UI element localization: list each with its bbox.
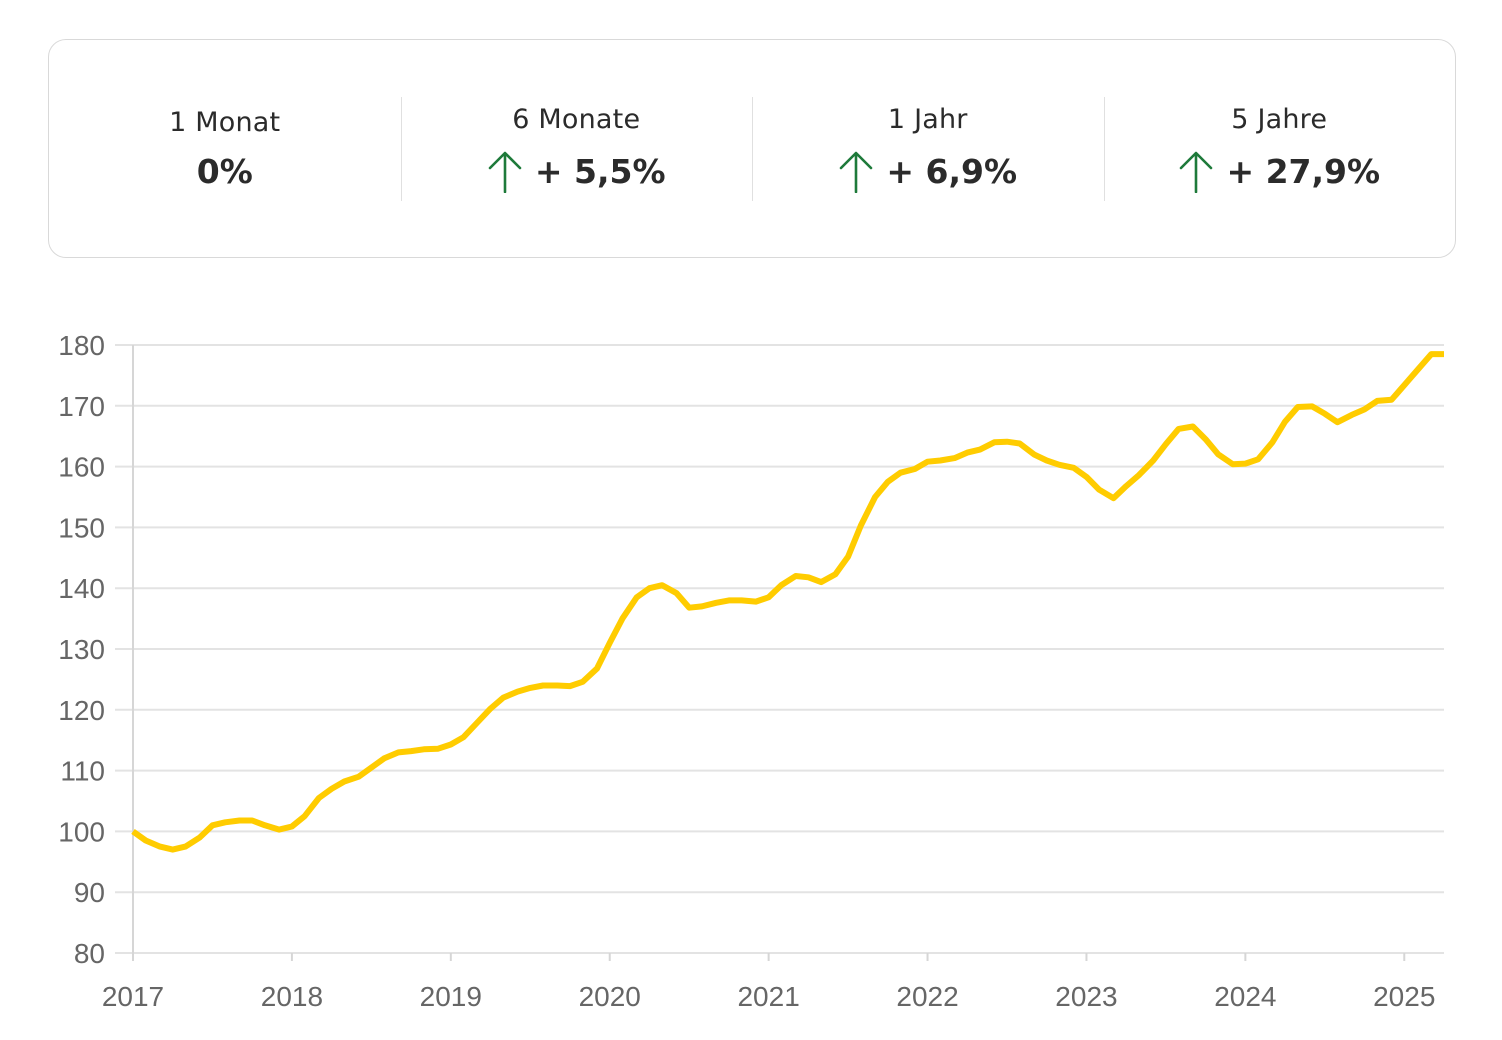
- y-tick-label: 170: [58, 391, 105, 422]
- stat-1-month: 1 Monat 0%: [49, 97, 401, 201]
- x-tick-label: 2022: [896, 981, 958, 1012]
- stat-label: 1 Jahr: [887, 104, 968, 135]
- y-tick-label: 110: [60, 756, 105, 787]
- stat-1-year: 1 Jahr + 6,9%: [752, 96, 1104, 201]
- grid-layer: [115, 344, 1444, 954]
- x-tick-label: 2024: [1214, 981, 1276, 1012]
- stat-5-years: 5 Jahre + 27,9%: [1103, 96, 1456, 201]
- series-layer: [131, 351, 1444, 853]
- series-line: [131, 351, 1444, 853]
- chart-svg: 80 90 100 110 120 130 140 150 160 170 180 2017 2018 2…: [58, 330, 1444, 1012]
- x-tick-label: 2018: [261, 981, 323, 1012]
- stat-6-months: 6 Monate + 5,5%: [400, 96, 753, 201]
- arrow-up-icon: [840, 151, 873, 193]
- y-tick-label: 150: [58, 512, 105, 543]
- stat-value: + 27,9%: [1226, 151, 1381, 191]
- line-chart: 80 90 100 110 120 130 140 150 160 170 180 2017 2018 2…: [0, 300, 1502, 1030]
- stat-label: 1 Monat: [169, 106, 281, 138]
- stat-value: + 6,9%: [886, 151, 1018, 191]
- y-tick-label: 90: [74, 877, 105, 908]
- y-tick-label: 130: [58, 634, 105, 665]
- x-tick-label: 2023: [1055, 981, 1117, 1012]
- stat-label: 6 Monate: [512, 104, 641, 135]
- x-tick-label: 2017: [102, 981, 164, 1012]
- stat-label: 5 Jahre: [1231, 104, 1328, 135]
- y-tick-label: 180: [58, 330, 105, 361]
- axis-layer: 80 90 100 110 120 130 140 150 160 170 180 2017 2018 2…: [58, 330, 1435, 1012]
- x-tick-label: 2025: [1373, 981, 1435, 1012]
- y-tick-label: 140: [58, 573, 105, 604]
- x-tick-label: 2021: [737, 981, 799, 1012]
- y-tick-label: 120: [58, 695, 105, 726]
- x-tick-label: 2020: [579, 981, 641, 1012]
- stat-value: + 5,5%: [534, 151, 666, 191]
- y-tick-label: 100: [58, 816, 105, 847]
- arrow-up-icon: [488, 151, 522, 193]
- stat-value-row: 0%: [197, 152, 253, 191]
- stat-value-row: + 6,9%: [838, 149, 1017, 193]
- stat-value: 0%: [196, 151, 253, 191]
- stat-value-row: + 5,5%: [487, 149, 666, 193]
- stats-card: 1 Monat 0% 6 Monate + 5,5% 1 Jahr + 6,9%…: [48, 39, 1456, 258]
- y-tick-label: 80: [74, 938, 105, 969]
- x-tick-label: 2019: [420, 981, 482, 1012]
- arrow-up-icon: [1180, 151, 1213, 193]
- stat-value-row: + 27,9%: [1178, 149, 1380, 193]
- y-tick-label: 160: [58, 452, 105, 483]
